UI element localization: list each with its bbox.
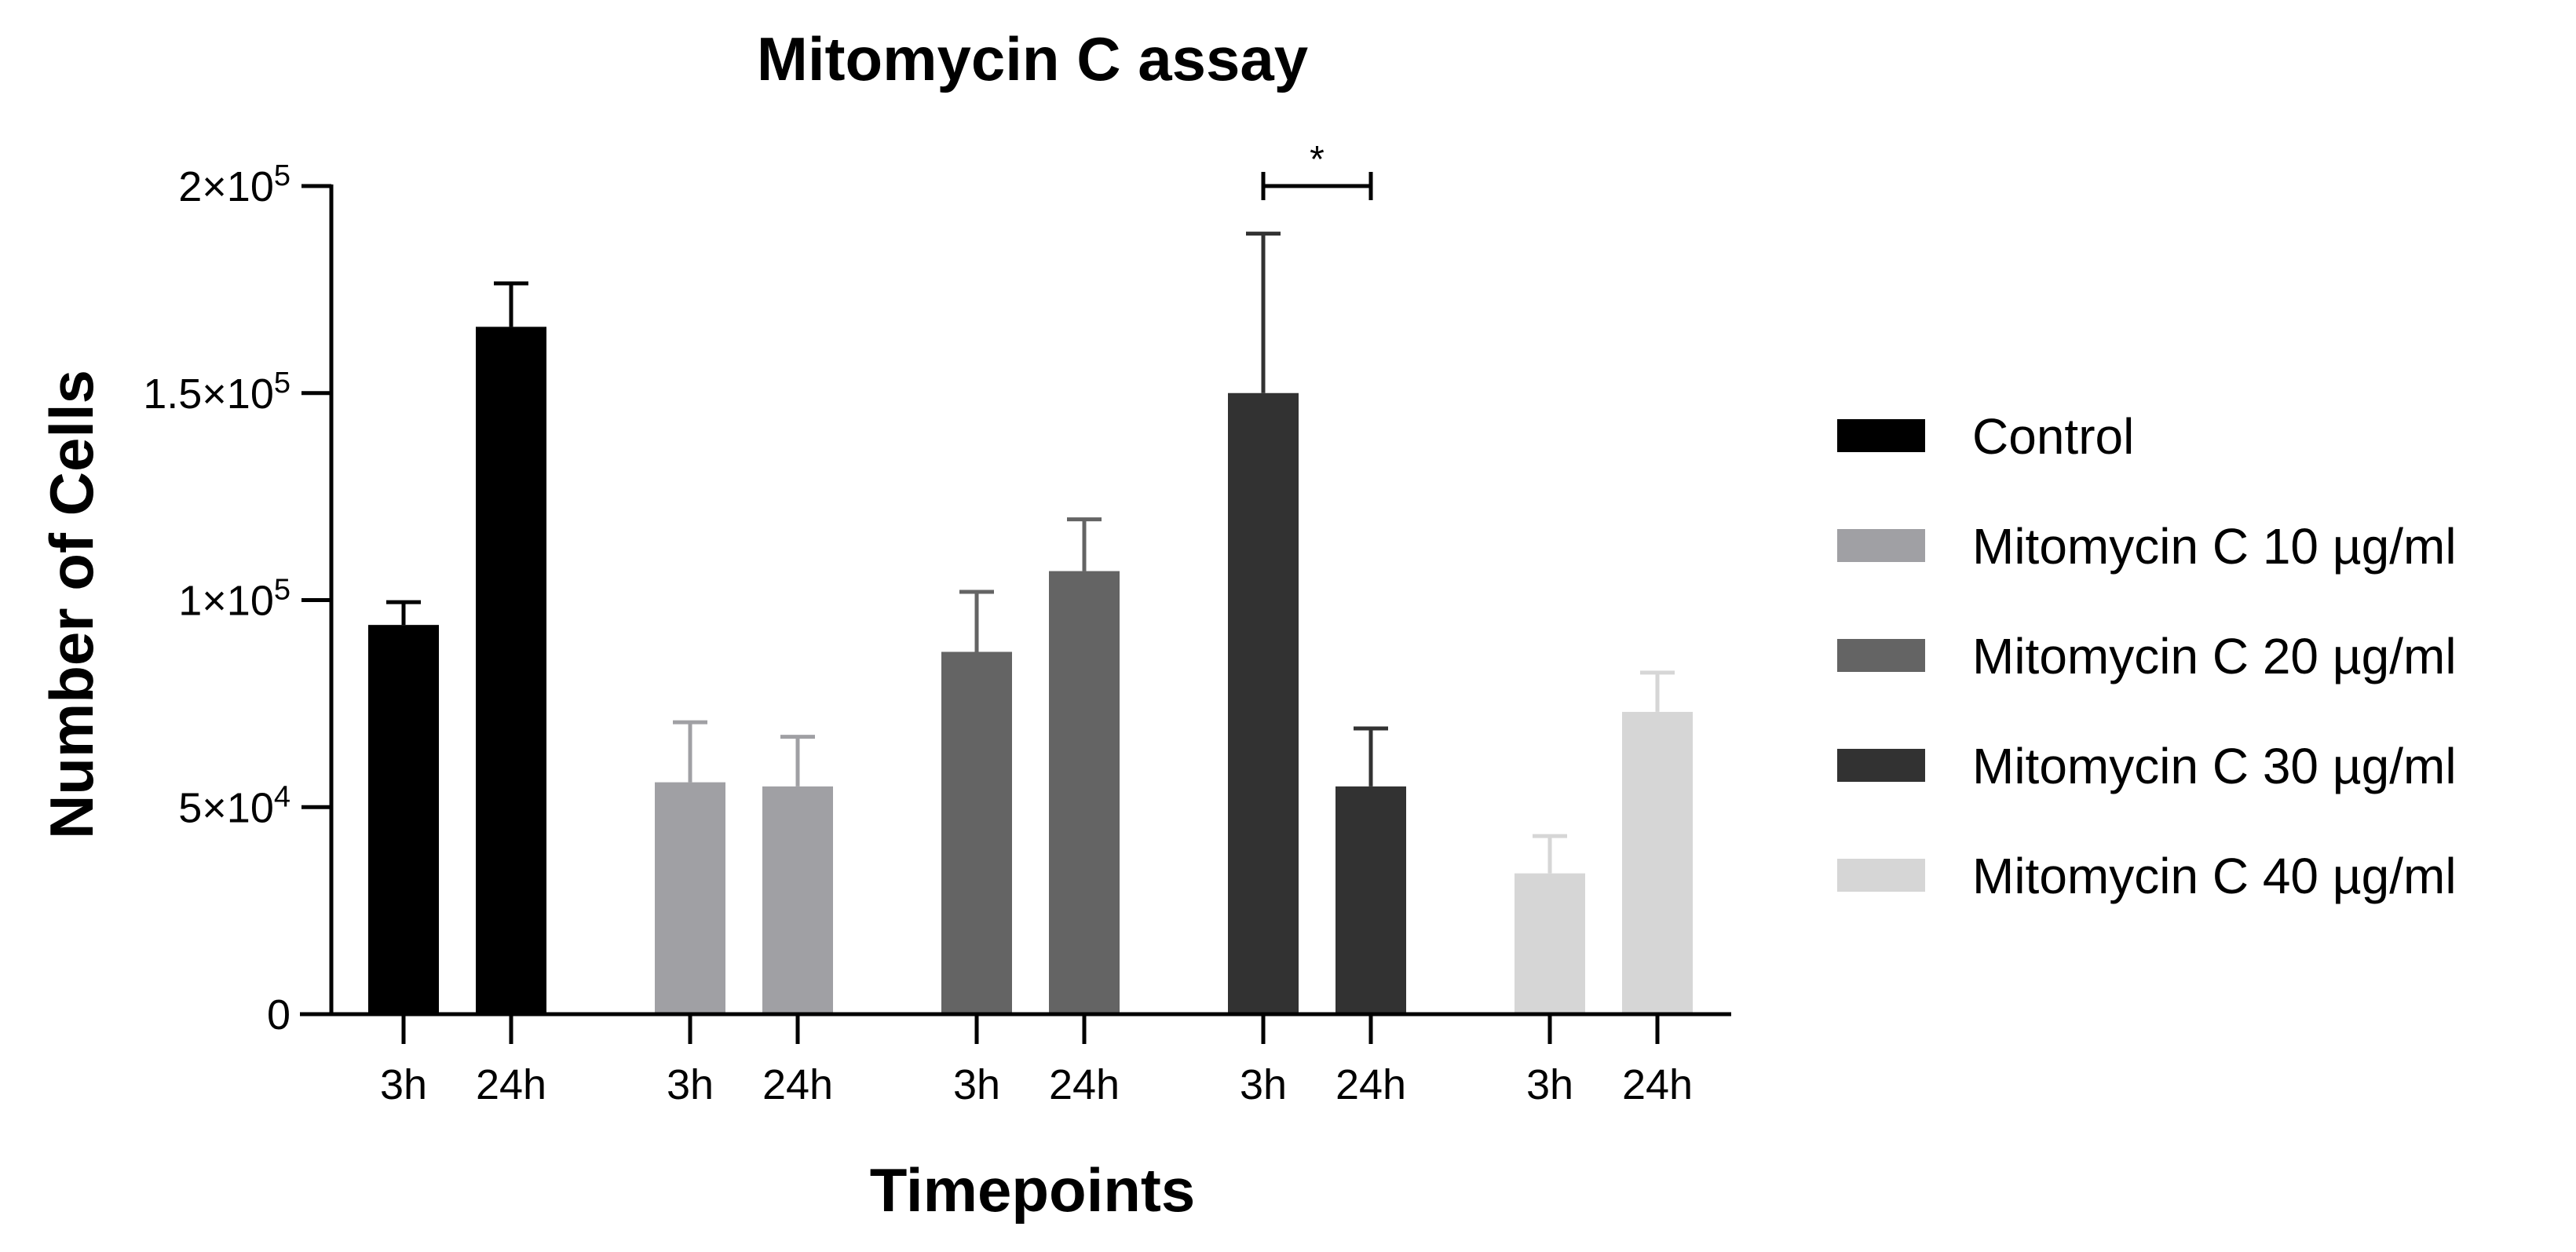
legend: Control Mitomycin C 10 µg/ml Mitomycin C 2… <box>1837 408 2457 904</box>
legend-label: Mitomycin C 40 µg/ml <box>1972 848 2457 904</box>
y-tick-label: 0 <box>267 991 290 1038</box>
bar-5-3h <box>1515 873 1585 1014</box>
x-tick-label: 24h <box>1622 1061 1693 1108</box>
axes: 0 5×104 1×105 1.5×105 2×105 3h 24h 3h 24h 3h 24h 3h… <box>143 159 1731 1108</box>
legend-swatch <box>1837 419 1925 452</box>
bar-4-3h <box>1228 392 1299 1014</box>
legend-swatch <box>1837 639 1925 672</box>
legend-label: Mitomycin C 10 µg/ml <box>1972 518 2457 575</box>
legend-label: Control <box>1972 408 2134 465</box>
x-tick-label: 24h <box>1336 1061 1406 1108</box>
legend-swatch <box>1837 749 1925 782</box>
bar-2-3h <box>655 782 725 1014</box>
bar-4-24h <box>1336 786 1406 1014</box>
significance-label: * <box>1310 139 1325 181</box>
legend-swatch <box>1837 859 1925 892</box>
bar-2-24h <box>762 786 833 1014</box>
legend-label: Mitomycin C 30 µg/ml <box>1972 738 2457 794</box>
chart-title: Mitomycin C assay <box>757 24 1308 93</box>
x-tick-label: 3h <box>1240 1061 1287 1108</box>
x-axis-title: Timepoints <box>870 1155 1196 1225</box>
legend-label: Mitomycin C 20 µg/ml <box>1972 628 2457 684</box>
x-tick-label: 3h <box>1526 1061 1573 1108</box>
bar-3-24h <box>1049 571 1120 1014</box>
x-tick-label: 3h <box>380 1061 427 1108</box>
bar-5-24h <box>1622 711 1693 1014</box>
x-tick-label: 24h <box>476 1061 546 1108</box>
y-tick-label: 5×104 <box>178 780 290 831</box>
y-axis-title: Number of Cells <box>37 370 106 839</box>
y-tick-label: 1.5×105 <box>143 367 290 418</box>
x-tick-label: 3h <box>667 1061 714 1108</box>
legend-swatch <box>1837 529 1925 562</box>
bar-1-24h <box>476 327 546 1015</box>
x-tick-label: 3h <box>953 1061 1000 1108</box>
y-tick-label: 1×105 <box>178 574 290 625</box>
x-tick-label: 24h <box>762 1061 833 1108</box>
y-tick-label: 2×105 <box>178 159 290 210</box>
plot-area: * <box>368 139 1693 1015</box>
bar-3-3h <box>941 652 1012 1014</box>
bar-1-3h <box>368 625 439 1014</box>
x-tick-label: 24h <box>1049 1061 1120 1108</box>
